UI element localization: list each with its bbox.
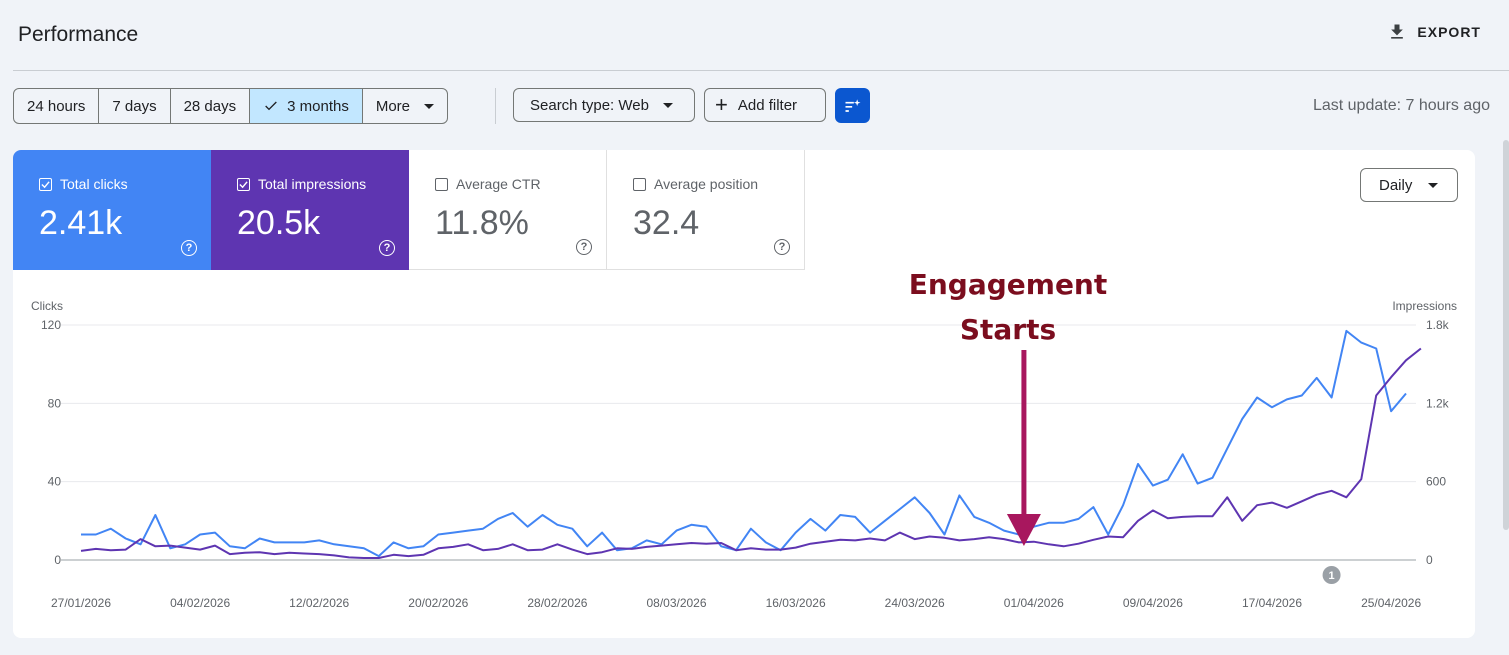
x-tick-label: 24/03/2026 <box>885 596 945 610</box>
x-tick-label: 12/02/2026 <box>289 596 349 610</box>
metric-average-position[interactable]: Average position 32.4 ? <box>607 150 805 270</box>
annotation-line-1: Engagement <box>908 268 1108 301</box>
x-tick-label: 09/04/2026 <box>1123 596 1183 610</box>
checkbox-unchecked-icon[interactable] <box>435 177 448 191</box>
annotation-line-2: Starts <box>959 313 1057 346</box>
filter-sparkle-button[interactable] <box>835 88 870 123</box>
metric-label: Average CTR <box>456 176 541 192</box>
left-tick-label: 80 <box>48 396 62 410</box>
left-tick-label: 0 <box>54 553 61 567</box>
x-tick-label: 16/03/2026 <box>766 596 826 610</box>
right-axis-label: Impressions <box>1392 299 1457 313</box>
caret-down-icon <box>424 103 435 109</box>
x-tick-label: 04/02/2026 <box>170 596 230 610</box>
range-24-hours[interactable]: 24 hours <box>14 89 100 123</box>
granularity-label: Daily <box>1379 176 1413 194</box>
date-range-selector: 24 hours 7 days 28 days 3 months More <box>13 88 449 124</box>
help-icon[interactable]: ? <box>379 240 395 256</box>
checkbox-unchecked-icon[interactable] <box>633 177 646 191</box>
performance-chart: 0 0 40 600 80 1.2k 120 1.8k Clicks Impressions 27/… <box>31 299 1457 610</box>
metric-label: Average position <box>654 176 759 192</box>
checkbox-checked-icon[interactable] <box>237 177 250 191</box>
caret-down-icon <box>1428 182 1439 188</box>
left-axis-label: Clicks <box>31 299 63 313</box>
last-update-text: Last update: 7 hours ago <box>1312 97 1490 114</box>
range-3-months[interactable]: 3 months <box>250 89 363 123</box>
help-icon[interactable]: ? <box>576 239 592 255</box>
clicks-series-line <box>81 329 1407 558</box>
granularity-dropdown[interactable]: Daily <box>1360 168 1458 202</box>
annotation-marker-label: 1 <box>1328 570 1334 582</box>
x-tick-label: 01/04/2026 <box>1004 596 1064 610</box>
x-tick-label: 08/03/2026 <box>646 596 706 610</box>
left-tick-label: 40 <box>48 475 62 489</box>
annotation-text: Engagement Starts <box>883 262 1133 352</box>
add-filter-button[interactable]: + Add filter <box>704 88 826 122</box>
range-28-days[interactable]: 28 days <box>171 89 251 123</box>
range-label: 3 months <box>287 97 349 115</box>
export-label: EXPORT <box>1417 24 1481 40</box>
x-tick-label: 27/01/2026 <box>51 596 111 610</box>
right-tick-label: 1.8k <box>1426 318 1450 332</box>
x-tick-label: 17/04/2026 <box>1242 596 1302 610</box>
metric-value: 32.4 <box>633 204 700 242</box>
right-tick-label: 0 <box>1426 553 1433 567</box>
metric-value: 11.8% <box>435 204 529 242</box>
range-label: More <box>375 97 411 115</box>
metric-average-ctr[interactable]: Average CTR 11.8% ? <box>409 150 607 270</box>
annotation-arrow-head <box>1006 514 1041 546</box>
left-tick-label: 120 <box>41 318 61 332</box>
download-icon <box>1391 24 1404 39</box>
metric-total-clicks[interactable]: Total clicks 2.41k ? <box>13 150 211 270</box>
header-divider <box>13 70 1509 71</box>
right-tick-label: 600 <box>1426 475 1446 489</box>
range-label: 24 hours <box>27 97 86 115</box>
search-type-label: Search type: Web <box>530 96 649 114</box>
performance-card: Total clicks 2.41k ? Total impressions 2… <box>13 150 1475 638</box>
range-more-dropdown[interactable]: More <box>363 89 447 123</box>
metric-label: Total impressions <box>258 176 367 192</box>
page-scrollbar[interactable] <box>1503 140 1509 530</box>
metric-total-impressions[interactable]: Total impressions 20.5k ? <box>211 150 409 270</box>
right-tick-label: 1.2k <box>1426 396 1450 410</box>
search-type-dropdown[interactable]: Search type: Web <box>513 88 695 122</box>
x-tick-label: 20/02/2026 <box>408 596 468 610</box>
range-label: 28 days <box>183 97 237 115</box>
checkbox-checked-icon[interactable] <box>39 177 52 191</box>
help-icon[interactable]: ? <box>181 240 197 256</box>
filter-sparkle-icon <box>845 98 860 112</box>
caret-down-icon <box>662 102 673 108</box>
toolbar-divider <box>495 88 496 124</box>
metric-value: 2.41k <box>39 204 123 242</box>
range-label: 7 days <box>112 97 157 115</box>
x-tick-label: 28/02/2026 <box>527 596 587 610</box>
plus-icon: + <box>715 92 728 117</box>
add-filter-label: Add filter <box>737 96 798 114</box>
x-tick-label: 25/04/2026 <box>1361 596 1421 610</box>
check-icon <box>265 101 277 111</box>
export-button[interactable]: EXPORT <box>1387 22 1481 42</box>
metric-label: Total clicks <box>60 176 128 192</box>
metric-value: 20.5k <box>237 204 321 242</box>
impressions-series-line <box>80 347 1422 559</box>
page-title: Performance <box>18 23 139 46</box>
range-7-days[interactable]: 7 days <box>99 89 171 123</box>
help-icon[interactable]: ? <box>774 239 790 255</box>
annotation-marker-circle <box>1322 566 1341 584</box>
